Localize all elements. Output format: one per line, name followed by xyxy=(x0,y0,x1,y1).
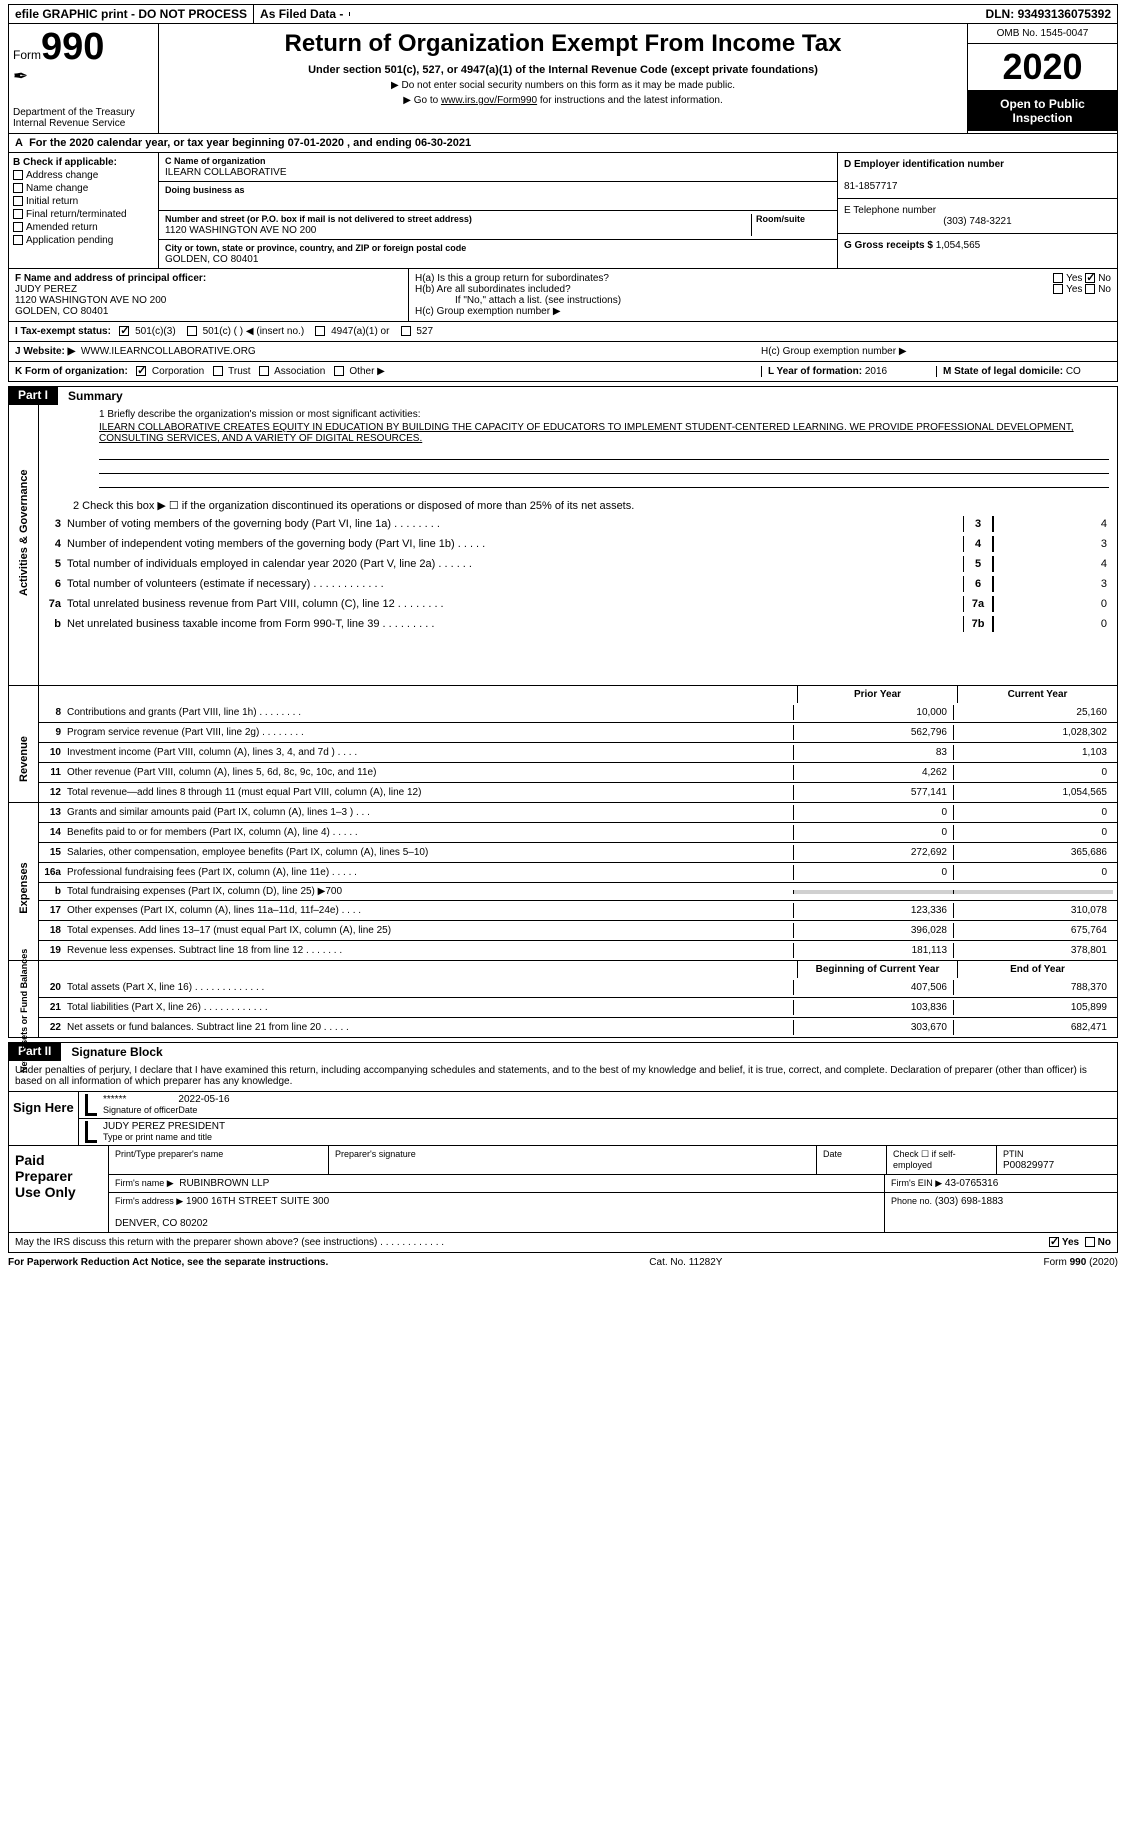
officer-cell: F Name and address of principal officer:… xyxy=(9,269,409,321)
form-title: Return of Organization Exempt From Incom… xyxy=(169,30,957,58)
ein-cell: D Employer identification number81-18577… xyxy=(838,153,1117,199)
summary-line: 16aProfessional fundraising fees (Part I… xyxy=(39,862,1117,882)
row-j: J Website: ▶ WWW.ILEARNCOLLABORATIVE.ORG… xyxy=(8,342,1118,362)
signature-block: Under penalties of perjury, I declare th… xyxy=(8,1061,1118,1253)
efile-notice: efile GRAPHIC print - DO NOT PROCESS xyxy=(9,5,253,23)
blank-line xyxy=(99,474,1109,488)
spacer xyxy=(349,12,979,16)
summary-line: 7aTotal unrelated business revenue from … xyxy=(39,594,1117,614)
omb-number: OMB No. 1545-0047 xyxy=(968,24,1117,44)
part-1-header: Part I Summary xyxy=(8,386,1118,405)
summary-line: 19Revenue less expenses. Subtract line 1… xyxy=(39,940,1117,960)
summary-line: 6Total number of volunteers (estimate if… xyxy=(39,574,1117,594)
chk-initial[interactable]: Initial return xyxy=(13,196,154,207)
paid-preparer: Paid Preparer Use Only Print/Type prepar… xyxy=(9,1145,1117,1232)
summary-line: 4Number of independent voting members of… xyxy=(39,534,1117,554)
perjury-text: Under penalties of perjury, I declare th… xyxy=(9,1061,1117,1091)
mission-block: 1 Briefly describe the organization's mi… xyxy=(39,405,1117,446)
chk-amended[interactable]: Amended return xyxy=(13,222,154,233)
chk-address[interactable]: Address change xyxy=(13,170,154,181)
summary-line: 14Benefits paid to or for members (Part … xyxy=(39,822,1117,842)
col-d: D Employer identification number81-18577… xyxy=(837,153,1117,268)
summary-line: bTotal fundraising expenses (Part IX, co… xyxy=(39,882,1117,900)
summary-line: 10Investment income (Part VIII, column (… xyxy=(39,742,1117,762)
subtitle-3: ▶ Go to www.irs.gov/Form990 for instruct… xyxy=(169,95,957,106)
dba-cell: Doing business as xyxy=(159,182,837,211)
col-b-label: B Check if applicable: xyxy=(13,157,117,168)
na-header: Beginning of Current Year End of Year xyxy=(9,960,1117,978)
org-name-cell: C Name of organizationILEARN COLLABORATI… xyxy=(159,153,837,182)
header-mid: Return of Organization Exempt From Incom… xyxy=(159,24,967,133)
summary-line: 20Total assets (Part X, line 16) . . . .… xyxy=(39,978,1117,997)
row-a: A For the 2020 calendar year, or tax yea… xyxy=(8,134,1118,153)
form-header: Form990 ✒ Department of the Treasury Int… xyxy=(8,24,1118,134)
phone-cell: E Telephone number(303) 748-3221 xyxy=(838,199,1117,234)
tax-year: 2020 xyxy=(968,44,1117,91)
chk-final[interactable]: Final return/terminated xyxy=(13,209,154,220)
addr-cell: Number and street (or P.O. box if mail i… xyxy=(159,211,837,240)
sig-name-row: JUDY PEREZ PRESIDENTType or print name a… xyxy=(79,1118,1117,1145)
vtab-netassets: Net Assets or Fund Balances xyxy=(9,978,39,1037)
as-filed: As Filed Data - xyxy=(253,5,349,23)
may-irs-row: May the IRS discuss this return with the… xyxy=(9,1232,1117,1252)
blank-line xyxy=(99,460,1109,474)
part-1-body: Activities & Governance 1 Briefly descri… xyxy=(8,405,1118,1038)
summary-line: bNet unrelated business taxable income f… xyxy=(39,614,1117,634)
summary-line: 17Other expenses (Part IX, column (A), l… xyxy=(39,900,1117,920)
form-number: 990 xyxy=(41,26,104,68)
row-fh: F Name and address of principal officer:… xyxy=(8,269,1118,322)
blank-line xyxy=(99,446,1109,460)
dept: Department of the Treasury Internal Reve… xyxy=(13,107,154,129)
open-to-public: Open to Public Inspection xyxy=(968,91,1117,131)
summary-line: 12Total revenue—add lines 8 through 11 (… xyxy=(39,782,1117,802)
row-k: K Form of organization: Corporation Trus… xyxy=(8,362,1118,382)
sign-here-label: Sign Here xyxy=(9,1092,79,1145)
header-right: OMB No. 1545-0047 2020 Open to Public In… xyxy=(967,24,1117,133)
dln: DLN: 93493136075392 xyxy=(980,5,1117,23)
line-2: 2 Check this box ▶ ☐ if the organization… xyxy=(39,496,1117,514)
header-left: Form990 ✒ Department of the Treasury Int… xyxy=(9,24,159,133)
summary-line: 9Program service revenue (Part VIII, lin… xyxy=(39,722,1117,742)
summary-line: 21Total liabilities (Part X, line 26) . … xyxy=(39,997,1117,1017)
chk-name[interactable]: Name change xyxy=(13,183,154,194)
irs-logo: ✒ xyxy=(13,66,154,87)
top-bar: efile GRAPHIC print - DO NOT PROCESS As … xyxy=(8,4,1118,24)
summary-line: 8Contributions and grants (Part VIII, li… xyxy=(39,703,1117,722)
sig-stars-row: ******Signature of officer 2022-05-16Dat… xyxy=(79,1092,1117,1118)
vtab-expenses: Expenses xyxy=(9,803,39,960)
city-cell: City or town, state or province, country… xyxy=(159,240,837,268)
col-c: C Name of organizationILEARN COLLABORATI… xyxy=(159,153,837,268)
row-i: I Tax-exempt status: 501(c)(3) 501(c) ( … xyxy=(8,322,1118,342)
col-b: B Check if applicable: Address change Na… xyxy=(9,153,159,268)
summary-line: 3Number of voting members of the governi… xyxy=(39,514,1117,534)
summary-line: 5Total number of individuals employed in… xyxy=(39,554,1117,574)
vtab-activities: Activities & Governance xyxy=(9,405,39,685)
part-2-header: Part II Signature Block xyxy=(8,1042,1118,1061)
rev-header: Prior Year Current Year xyxy=(9,685,1117,703)
summary-line: 13Grants and similar amounts paid (Part … xyxy=(39,803,1117,822)
form-label: Form xyxy=(13,48,41,62)
summary-line: 22Net assets or fund balances. Subtract … xyxy=(39,1017,1117,1037)
subtitle-2: ▶ Do not enter social security numbers o… xyxy=(169,80,957,91)
vtab-revenue: Revenue xyxy=(9,703,39,802)
group-return-cell: H(a) Is this a group return for subordin… xyxy=(409,269,1117,321)
summary-line: 18Total expenses. Add lines 13–17 (must … xyxy=(39,920,1117,940)
entity-block: B Check if applicable: Address change Na… xyxy=(8,153,1118,269)
subtitle-1: Under section 501(c), 527, or 4947(a)(1)… xyxy=(169,64,957,76)
gross-cell: G Gross receipts $ 1,054,565 xyxy=(838,234,1117,257)
summary-line: 11Other revenue (Part VIII, column (A), … xyxy=(39,762,1117,782)
chk-pending[interactable]: Application pending xyxy=(13,235,154,246)
page-footer: For Paperwork Reduction Act Notice, see … xyxy=(8,1253,1118,1272)
summary-line: 15Salaries, other compensation, employee… xyxy=(39,842,1117,862)
